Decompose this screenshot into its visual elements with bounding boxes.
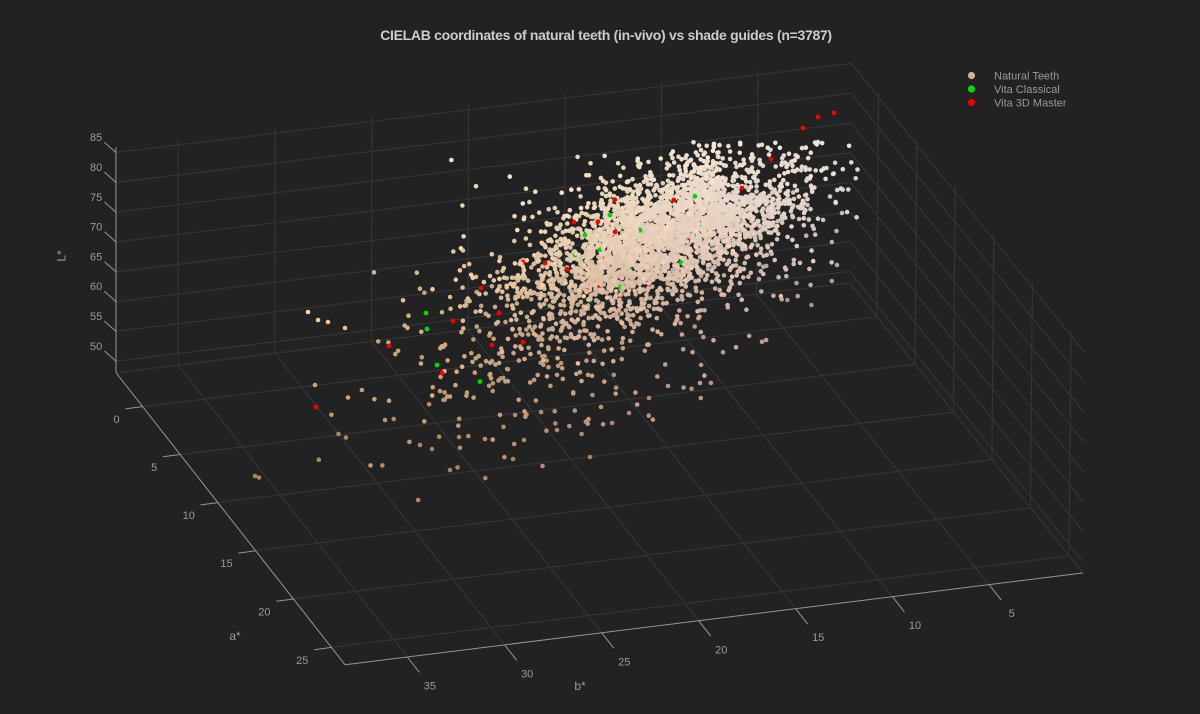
svg-text:70: 70 [90, 222, 102, 234]
svg-text:65: 65 [90, 252, 102, 264]
svg-text:25: 25 [618, 656, 630, 668]
svg-text:25: 25 [296, 655, 308, 667]
svg-text:b*: b* [574, 679, 586, 693]
svg-text:Vita Classical: Vita Classical [994, 84, 1060, 96]
svg-text:15: 15 [812, 632, 824, 644]
svg-text:35: 35 [424, 681, 436, 693]
svg-text:Vita 3D Master: Vita 3D Master [994, 97, 1067, 109]
svg-text:50: 50 [90, 341, 102, 353]
svg-text:20: 20 [258, 606, 270, 618]
svg-text:55: 55 [90, 311, 102, 323]
svg-text:60: 60 [90, 281, 102, 293]
svg-text:15: 15 [220, 558, 232, 570]
svg-text:a*: a* [229, 629, 241, 643]
svg-text:5: 5 [1009, 608, 1015, 620]
svg-text:CIELAB coordinates of natural: CIELAB coordinates of natural teeth (in-… [380, 27, 832, 43]
svg-text:10: 10 [183, 510, 195, 522]
svg-text:75: 75 [90, 192, 102, 204]
svg-text:5: 5 [151, 462, 157, 474]
svg-text:85: 85 [90, 132, 102, 144]
svg-text:10: 10 [909, 620, 921, 632]
svg-text:Natural Teeth: Natural Teeth [994, 70, 1059, 82]
svg-text:80: 80 [90, 162, 102, 174]
svg-text:L*: L* [55, 250, 69, 262]
svg-text:20: 20 [715, 644, 727, 656]
svg-text:0: 0 [113, 414, 119, 426]
svg-text:30: 30 [521, 668, 533, 680]
